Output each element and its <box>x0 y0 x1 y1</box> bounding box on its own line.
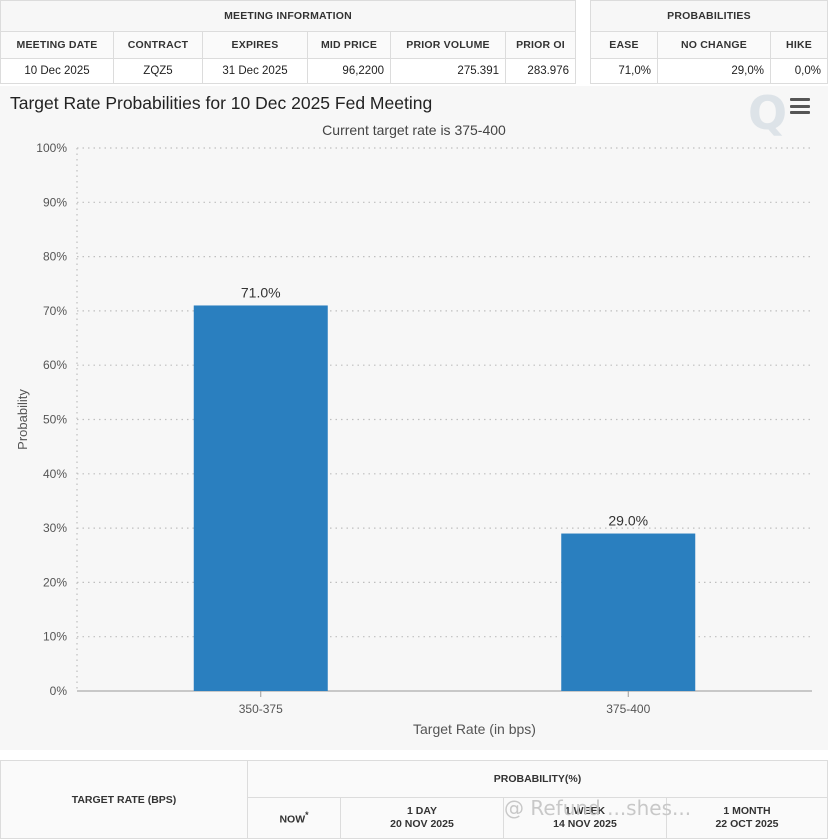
y-tick-label-80: 80% <box>43 250 67 264</box>
col-hike: HIKE <box>770 31 828 59</box>
probability-history-table: TARGET RATE (BPS) PROBABILITY(%) NOW* 1 … <box>0 760 828 839</box>
x-tick-label-350-375: 350-375 <box>239 702 283 716</box>
y-tick-label-50: 50% <box>43 413 67 427</box>
chart-canvas: 0% 10% 20% 30% 40% 50% 60% 70% 80% 90% 100% 71.0% 35… <box>15 141 812 737</box>
hamburger-menu-icon[interactable] <box>790 98 810 114</box>
y-tick-label-70: 70% <box>43 304 67 318</box>
col-meeting-date: MEETING DATE <box>0 31 114 59</box>
no-change-value: 29,0% <box>657 58 771 84</box>
y-tick-label-20: 20% <box>43 575 67 589</box>
col-1-month-label: 1 MONTH <box>723 805 771 817</box>
expires-value: 31 Dec 2025 <box>202 58 308 84</box>
col-1-month[interactable]: 1 MONTH 22 OCT 2025 <box>666 797 828 839</box>
y-tick-label-60: 60% <box>43 358 67 372</box>
chart-subtitle: Current target rate is 375-400 <box>322 122 506 138</box>
probabilities-header: PROBABILITIES <box>590 0 828 32</box>
col-1-day-label: 1 DAY <box>407 805 437 817</box>
col-no-change: NO CHANGE <box>657 31 771 59</box>
probability-header: PROBABILITY(%) <box>247 760 828 798</box>
hike-value: 0,0% <box>770 58 828 84</box>
y-tick-label-0: 0% <box>50 684 68 698</box>
footer-overlay-text: @ Refund ...shes... <box>504 796 692 820</box>
y-axis-title: Probability <box>15 389 30 450</box>
col-1-day-date: 20 NOV 2025 <box>390 818 454 830</box>
data-label-375-400: 29.0% <box>608 513 648 529</box>
bar-350-375 <box>193 305 328 691</box>
col-now[interactable]: NOW* <box>247 797 341 839</box>
col-1-week-label: 1 WEEK <box>564 805 606 817</box>
meeting-information-header: MEETING INFORMATION <box>0 0 576 32</box>
prior-volume-value: 275.391 <box>390 58 506 84</box>
y-tick-label-90: 90% <box>43 195 67 209</box>
meeting-date-value: 10 Dec 2025 <box>0 58 114 84</box>
data-label-350-375: 71.0% <box>241 284 281 300</box>
prior-oi-value: 283.976 <box>505 58 576 84</box>
y-tick-label-30: 30% <box>43 521 67 535</box>
chart-title: Target Rate Probabilities for 10 Dec 202… <box>10 93 433 113</box>
bar-375-400 <box>561 533 696 691</box>
meeting-information-table: MEETING INFORMATION MEETING DATE CONTRAC… <box>0 0 576 84</box>
col-contract: CONTRACT <box>113 31 203 59</box>
col-prior-oi: PRIOR OI <box>505 31 576 59</box>
y-tick-label-10: 10% <box>43 630 67 644</box>
y-tick-label-40: 40% <box>43 467 67 481</box>
y-tick-label-100: 100% <box>36 141 67 155</box>
col-prior-volume: PRIOR VOLUME <box>390 31 506 59</box>
probabilities-table: PROBABILITIES EASE NO CHANGE HIKE 71,0% … <box>590 0 828 84</box>
ease-value: 71,0% <box>590 58 658 84</box>
col-1-day[interactable]: 1 DAY 20 NOV 2025 <box>340 797 504 839</box>
target-rate-chart: 0% 10% 20% 30% 40% 50% 60% 70% 80% 90% 100% 71.0% 35… <box>0 86 828 750</box>
col-mid-price: MID PRICE <box>307 31 391 59</box>
col-1-week-date: 14 NOV 2025 <box>553 818 617 830</box>
col-expires: EXPIRES <box>202 31 308 59</box>
col-1-month-date: 22 OCT 2025 <box>715 818 779 830</box>
col-1-week[interactable]: 1 WEEK 14 NOV 2025 <box>503 797 667 839</box>
mid-price-value: 96,2200 <box>307 58 391 84</box>
x-axis-title: Target Rate (in bps) <box>413 721 536 737</box>
col-ease: EASE <box>590 31 658 59</box>
watermark-logo: Q <box>748 86 788 140</box>
col-now-label: NOW <box>279 813 306 826</box>
contract-value: ZQZ5 <box>113 58 203 84</box>
x-tick-label-375-400: 375-400 <box>606 702 650 716</box>
col-now-marker: * <box>305 810 309 821</box>
target-rate-bps-header: TARGET RATE (BPS) <box>0 760 248 839</box>
